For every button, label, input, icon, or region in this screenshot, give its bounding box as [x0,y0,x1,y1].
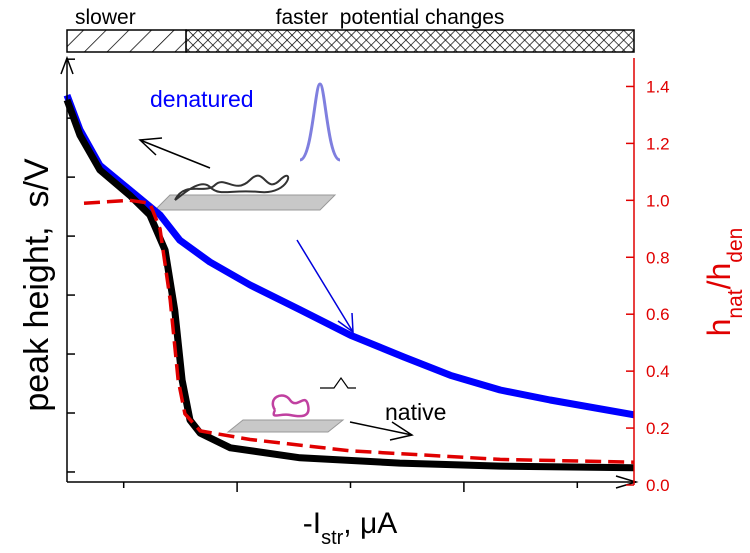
x-axis-title-part: str [321,527,344,549]
protein-denatured [174,174,290,201]
y2-tick-label: 1.0 [646,191,670,210]
peak-icon [299,82,341,162]
protein-native [271,394,310,418]
region-bar [185,29,635,53]
surface [226,419,345,433]
x-axis-title-part: , μA [343,507,397,540]
region-label: slower [75,6,136,29]
y2-tick-label: 0.0 [646,476,670,495]
y2-axis-title-part: den [724,228,747,263]
series-label: denatured [150,86,254,112]
decorations [138,82,414,441]
series-label: native [385,399,446,425]
y2-axis-title-part: nat [724,289,747,318]
y2-tick-label: 0.2 [646,419,670,438]
y2-axis-title-part: /h [701,263,737,290]
peak-icon [320,376,356,389]
region-label: faster potential changes [276,6,505,29]
x-axis-title: -Istr, μA [303,507,398,549]
axis-arrow [60,55,74,75]
series-line [63,98,635,472]
y2-axis-title: hnat/hden [701,228,747,337]
series-line [83,198,635,464]
arrow [138,137,211,169]
x-axis-title-part: -I [303,507,321,540]
series-line [63,93,635,419]
region-bar [66,29,187,53]
y2-tick-label: 1.2 [646,134,670,153]
arrow [349,421,414,441]
y2-tick-label: 1.4 [646,77,670,96]
y2-axis-title-part: h [701,319,737,337]
surface [153,194,337,211]
y2-tick-label: 0.6 [646,305,670,324]
y2-tick-label: 0.8 [646,248,670,267]
arrow [296,239,354,334]
y2-tick-label: 0.4 [646,362,670,381]
y-axis-title: peak height, s/V [18,158,56,412]
axis-arrow [615,475,639,489]
